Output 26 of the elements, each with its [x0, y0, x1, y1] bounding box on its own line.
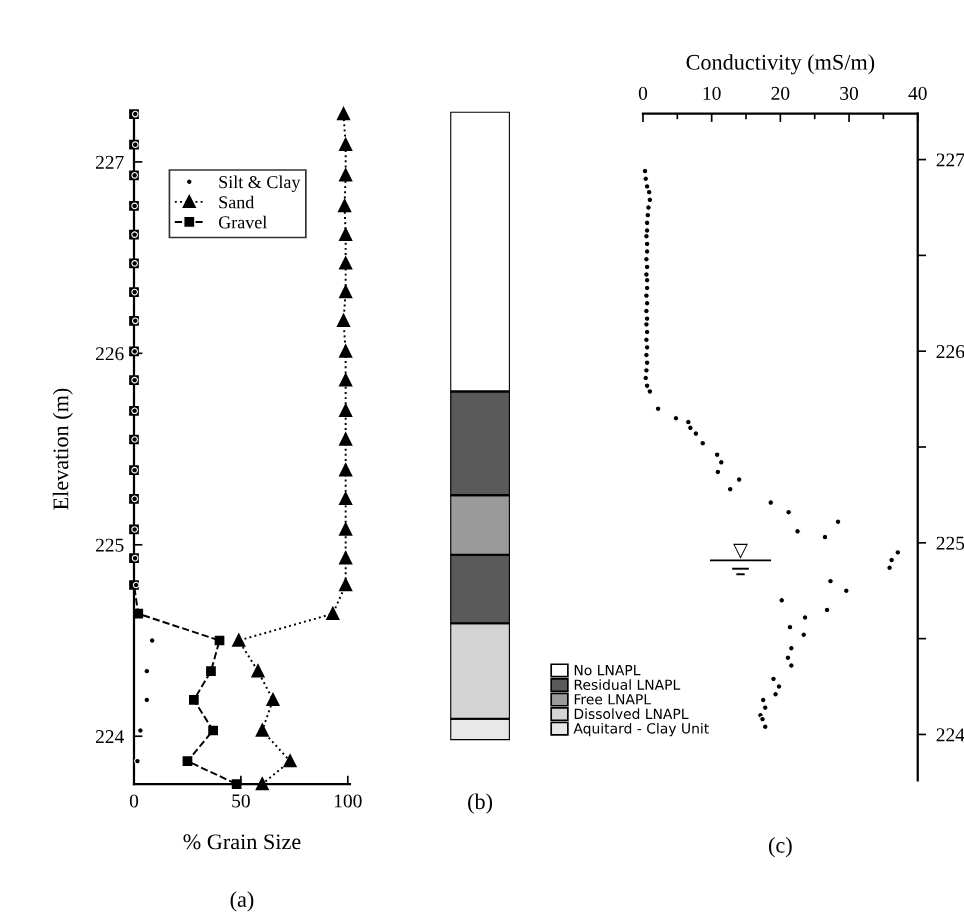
- x-tick-label: 20: [771, 86, 790, 100]
- y-tick-label: 224: [95, 730, 124, 743]
- x-tick-label: 50: [232, 794, 250, 808]
- y-tick-label: 225: [95, 538, 124, 552]
- legend-label: Gravel: [218, 215, 267, 229]
- x-tick-label: 30: [840, 86, 859, 100]
- x-tick-label: 0: [129, 794, 139, 808]
- y-tick-label: 224: [936, 728, 964, 742]
- x-tick-label: 0: [638, 86, 648, 100]
- y-axis-title: Elevation (m): [52, 388, 73, 510]
- y-tick-label: 227: [936, 153, 964, 167]
- y-tick-label: 225: [936, 536, 964, 550]
- x-tick-label: 10: [703, 86, 721, 100]
- y-tick-label: 226: [936, 345, 964, 359]
- y-tick-label: 227: [95, 155, 124, 169]
- y-tick-label: 226: [95, 347, 124, 361]
- legend-label: Sand: [219, 195, 255, 209]
- text: (c): [769, 837, 792, 858]
- text: (a): [230, 891, 254, 912]
- x-tick-label: 100: [334, 794, 362, 808]
- x-tick-label: 40: [908, 86, 927, 100]
- annotation: ▽: [733, 543, 748, 559]
- legend-label: Silt & Clay: [219, 175, 301, 192]
- x-axis-title: % Grain Size: [183, 834, 301, 850]
- text: (b): [468, 793, 493, 814]
- x-axis-title: Conductivity (mS/m): [686, 54, 875, 75]
